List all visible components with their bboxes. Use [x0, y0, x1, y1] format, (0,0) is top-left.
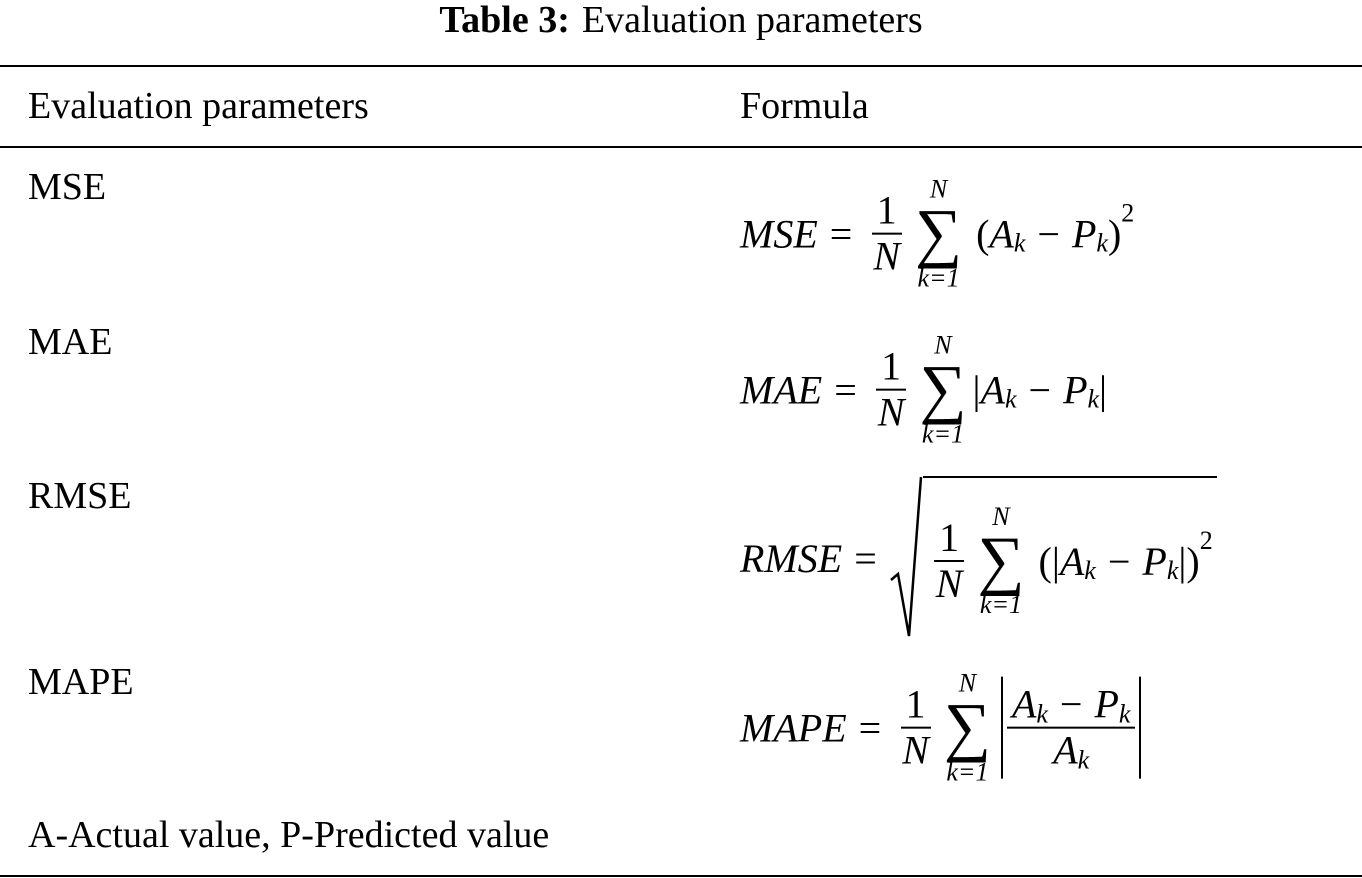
formula-token: k — [1096, 229, 1108, 258]
summation: N ∑ k=1 — [977, 501, 1025, 620]
formula-token: N — [992, 501, 1010, 531]
parameter-name: MAE — [28, 321, 113, 363]
header-cell: Evaluation parameters — [28, 85, 369, 127]
formula-token: ∑ — [943, 690, 991, 764]
formula-token: k — [1087, 385, 1100, 414]
formula-token: ) — [1107, 211, 1122, 257]
formula-token: | — [1099, 367, 1108, 413]
top-rule — [0, 65, 1362, 67]
formula-token: N — [902, 728, 929, 773]
bottom-rule — [0, 875, 1362, 877]
formula-token: − — [1059, 682, 1083, 727]
formula-token: = — [854, 535, 877, 581]
formula-token: ∑ — [977, 523, 1025, 597]
formula-token: − — [1028, 367, 1052, 413]
formula-token: A — [1059, 538, 1085, 584]
formula-token: MSE — [740, 211, 818, 257]
formula-token: ∑ — [915, 196, 963, 270]
formula-token: k — [1004, 385, 1017, 414]
formula-token: | — [972, 367, 981, 413]
formula-token: 1 — [900, 683, 931, 729]
formula-token: A — [980, 367, 1005, 413]
summation: N ∑ k=1 — [915, 174, 963, 293]
formula-token: − — [1037, 211, 1060, 257]
table-caption: Table 3: Evaluation parameters — [0, 0, 1362, 40]
formula-token: P — [1142, 538, 1167, 584]
formula-token: k=1 — [979, 590, 1023, 620]
formula-token: P — [1063, 367, 1088, 413]
formula-token: k — [1077, 745, 1090, 775]
radical-sign — [889, 476, 922, 637]
formula-token: k=1 — [921, 419, 965, 449]
formula-token: 1 — [871, 189, 902, 235]
formula-token: | — [1051, 538, 1060, 584]
formula-token: N — [929, 174, 948, 204]
formula-token: 1 — [934, 516, 965, 562]
formula-token: k=1 — [946, 757, 989, 787]
caption-text: Evaluation parameters — [581, 0, 923, 41]
formula-token: P — [1071, 211, 1097, 257]
formula-token: N — [934, 330, 952, 360]
formula-token: A — [1011, 682, 1037, 727]
parameter-name: MSE — [28, 166, 107, 208]
formula-token: 1 — [876, 345, 907, 391]
summation: N ∑ k=1 — [919, 330, 967, 449]
formula-token: N — [958, 668, 977, 698]
formula-token: ∑ — [919, 352, 967, 426]
formula-token: k — [1036, 699, 1048, 729]
parameter-name: RMSE — [28, 475, 132, 517]
formula-token: = — [829, 211, 853, 257]
formula-token: ) — [1186, 538, 1200, 584]
formula-token: 2 — [1199, 526, 1213, 555]
formula-token: N — [873, 234, 901, 279]
parameter-name: MAPE — [28, 661, 134, 703]
formula-token: k — [1118, 699, 1131, 729]
formula-token: MAPE — [740, 705, 847, 751]
formula-token: | — [1178, 538, 1187, 584]
header-rule — [0, 146, 1362, 148]
formula-token: = — [858, 705, 882, 751]
header-cell: Formula — [740, 85, 869, 127]
formula-token: 2 — [1121, 199, 1135, 228]
formula-token: RMSE — [740, 535, 843, 581]
formula-token: N — [935, 561, 963, 606]
footnote: A-Actual value, P-Predicted value — [28, 814, 550, 856]
formula-token: k=1 — [917, 263, 960, 293]
formula-token: A — [1053, 728, 1078, 773]
formula-token: P — [1094, 682, 1119, 727]
caption-label: Table 3: — [439, 0, 570, 41]
formula-token: k — [1084, 556, 1096, 585]
formula-token: N — [877, 390, 905, 435]
formula-token: k — [1013, 229, 1026, 258]
formula-token: A — [989, 211, 1014, 257]
formula-token: k — [1166, 556, 1179, 585]
formula-token: ( — [1038, 538, 1052, 584]
formula-token: − — [1107, 538, 1131, 584]
summation: N ∑ k=1 — [943, 668, 991, 787]
formula-token: ( — [976, 211, 990, 257]
formula-token: = — [834, 367, 857, 413]
formula-token: MAE — [740, 367, 823, 413]
